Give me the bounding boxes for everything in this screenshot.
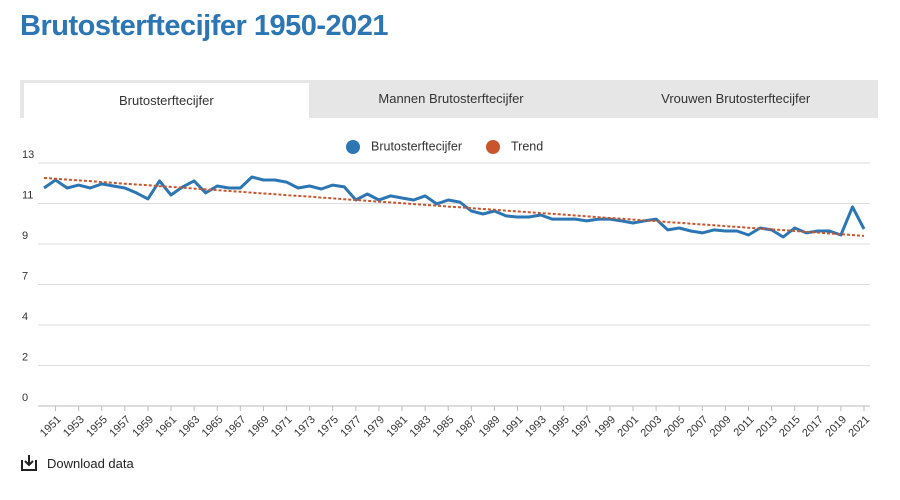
legend-label: Brutosterftecijfer: [371, 139, 462, 153]
download-button[interactable]: Download data: [20, 454, 134, 472]
x-tick-label: 1997: [569, 414, 595, 440]
x-tick-label: 2015: [777, 414, 803, 440]
download-icon: [21, 455, 37, 471]
legend-label: Trend: [511, 139, 543, 153]
x-tick-label: 1989: [477, 414, 503, 440]
y-tick-label: 13: [22, 149, 34, 161]
x-tick-label: 1955: [84, 414, 110, 440]
x-tick-label: 1957: [107, 414, 133, 440]
legend-marker: [486, 140, 500, 154]
x-tick-label: 1975: [315, 414, 341, 440]
tab[interactable]: Brutosterftecijfer: [24, 83, 309, 118]
x-tick-label: 1983: [408, 414, 434, 440]
x-tick-label: 2003: [638, 414, 664, 440]
x-tick-label: 2009: [708, 414, 734, 440]
x-tick-label: 2019: [823, 414, 849, 440]
x-tick-label: 1963: [177, 414, 203, 440]
x-tick-label: 1985: [431, 414, 457, 440]
x-tick-label: 1951: [38, 414, 64, 440]
tab-bar: Brutosterftecijfer Mannen Brutosterfteci…: [20, 80, 878, 118]
page-title: Brutosterftecijfer 1950-2021: [20, 10, 389, 42]
x-tick-label: 1999: [592, 414, 618, 440]
trend-line: [43, 177, 865, 237]
y-tick-label: 2: [22, 351, 28, 363]
x-tick-label: 1991: [500, 414, 526, 440]
x-tick-label: 2021: [846, 414, 872, 440]
x-tick-label: 2001: [615, 414, 641, 440]
x-tick-label: 1969: [246, 414, 272, 440]
x-tick-label: 1973: [292, 414, 318, 440]
x-tick-label: 1979: [361, 414, 387, 440]
x-tick-label: 2011: [731, 414, 756, 439]
x-tick-label: 1953: [61, 414, 87, 440]
tab[interactable]: Mannen Brutosterftecijfer: [378, 91, 524, 106]
y-tick-label: 4: [22, 311, 28, 323]
x-tick-label: 1977: [338, 414, 364, 440]
x-tick-label: 1967: [223, 414, 249, 440]
x-tick-label: 1981: [384, 414, 410, 440]
x-tick-label: 1995: [546, 414, 572, 440]
x-tick-label: 2007: [685, 414, 711, 440]
y-tick-label: 7: [22, 270, 28, 282]
x-tick-label: 1971: [269, 414, 295, 440]
download-label: Download data: [47, 455, 134, 471]
x-tick-label: 2005: [662, 414, 688, 440]
y-tick-label: 0: [22, 392, 28, 404]
x-tick-label: 1965: [200, 414, 226, 440]
y-tick-label: 9: [22, 230, 28, 242]
x-tick-label: 1961: [153, 414, 179, 440]
x-tick-label: 2017: [800, 414, 826, 440]
x-tick-label: 2013: [754, 414, 780, 440]
tab[interactable]: Vrouwen Brutosterftecijfer: [661, 91, 811, 106]
legend-marker: [346, 140, 360, 154]
x-tick-label: 1987: [454, 414, 480, 440]
x-tick-label: 1993: [523, 414, 549, 440]
y-tick-label: 11: [22, 189, 33, 201]
chart: 0247911131951195319551957195919611963196…: [22, 139, 872, 440]
x-tick-label: 1959: [130, 414, 156, 440]
